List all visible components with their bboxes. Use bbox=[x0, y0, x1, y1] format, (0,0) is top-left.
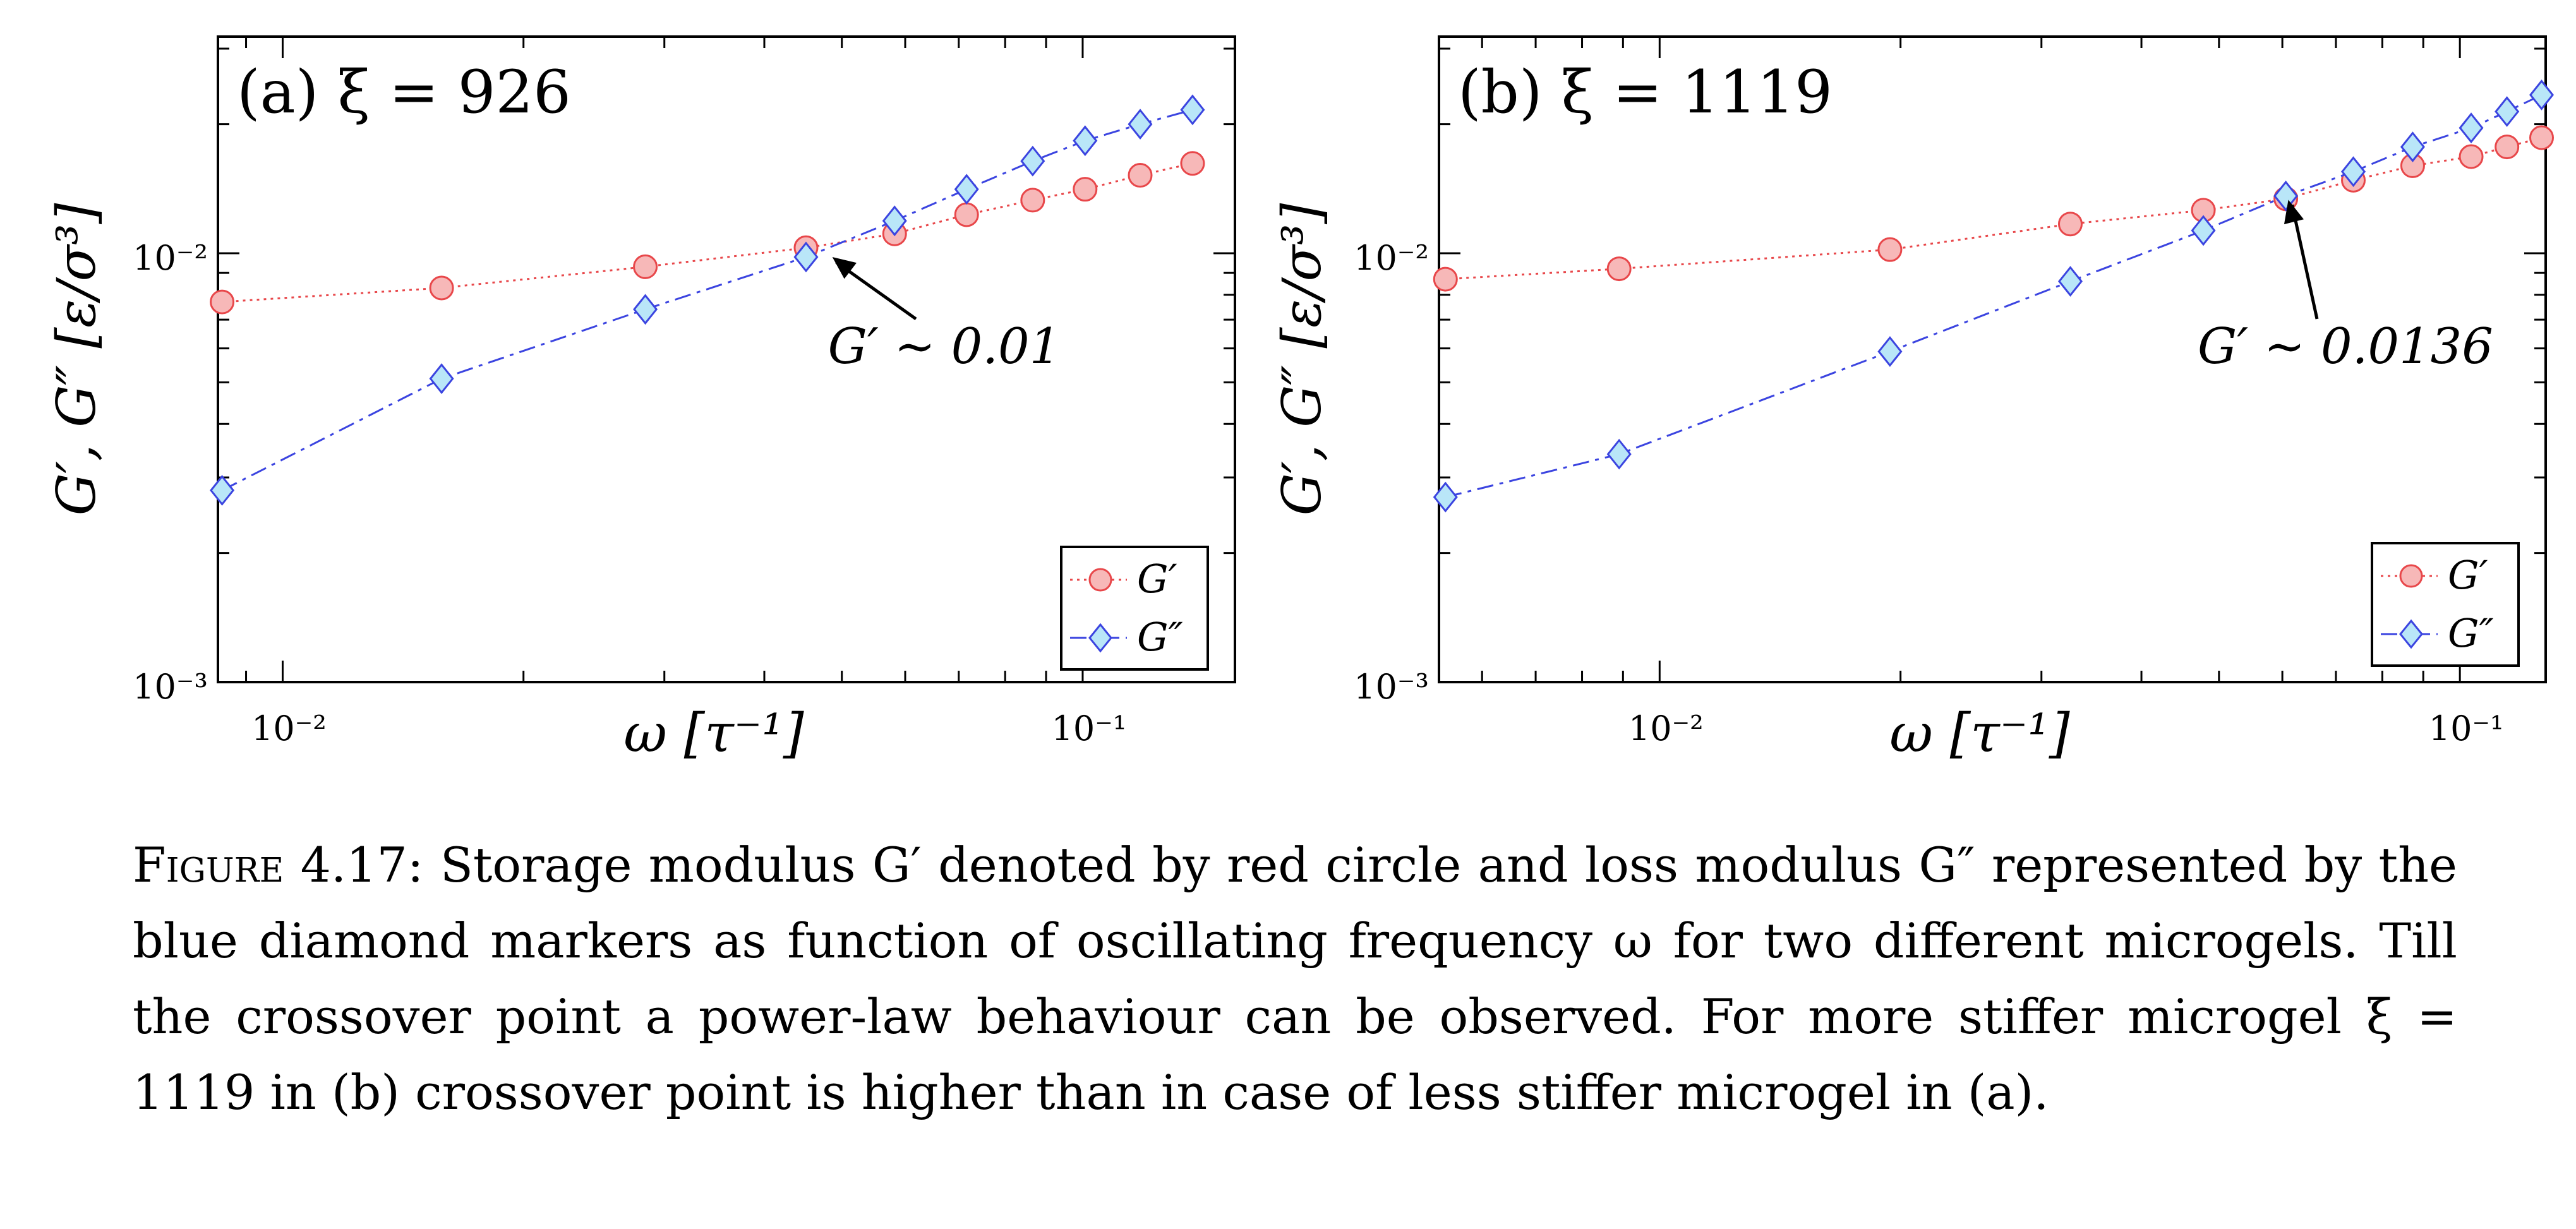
data-point bbox=[1020, 145, 1045, 177]
axes-frame bbox=[217, 35, 1236, 683]
legend-marker bbox=[1088, 623, 1112, 653]
data-point bbox=[2057, 266, 2083, 297]
panel-title: (b) ξ = 1119 bbox=[1458, 58, 1833, 127]
x-tick-label: 10⁻¹ bbox=[1052, 709, 1127, 748]
data-point bbox=[210, 474, 235, 506]
data-point bbox=[429, 275, 454, 301]
data-point bbox=[1433, 267, 1458, 292]
annotation-arrowhead bbox=[832, 256, 857, 279]
legend-marker bbox=[1088, 568, 1112, 592]
series-g-double-prime bbox=[210, 94, 1205, 506]
data-point bbox=[2529, 125, 2555, 150]
data-point bbox=[2529, 79, 2555, 111]
data-point bbox=[2341, 156, 2366, 188]
y-tick-label: 10⁻² bbox=[133, 238, 208, 278]
data-point bbox=[210, 289, 235, 315]
legend-box bbox=[2371, 542, 2520, 667]
y-tick-label: 10⁻³ bbox=[1354, 667, 1429, 707]
data-point bbox=[2057, 212, 2083, 237]
legend: G′ G″ bbox=[1060, 546, 1209, 671]
caption-text: Storage modulus G′ denoted by red circle… bbox=[133, 837, 2457, 1120]
legend-marker bbox=[2399, 564, 2423, 588]
annotation-arrowhead bbox=[2284, 200, 2304, 225]
annotation-label: G′ ∼ 0.01 bbox=[828, 318, 1061, 375]
data-point bbox=[2191, 215, 2216, 246]
x-axis-label: ω [τ⁻¹] bbox=[623, 702, 803, 764]
series-g-double-prime bbox=[1433, 79, 2555, 513]
series-line bbox=[1445, 93, 2543, 498]
annotation-label: G′ ∼ 0.0136 bbox=[2198, 318, 2493, 375]
data-point bbox=[954, 174, 979, 205]
data-point bbox=[2459, 144, 2484, 169]
legend-label: G″ bbox=[1137, 614, 1183, 660]
y-tick-label: 10⁻³ bbox=[133, 667, 208, 707]
data-point bbox=[633, 254, 658, 279]
data-point bbox=[1020, 188, 1045, 213]
data-point bbox=[429, 363, 454, 394]
legend: G′ G″ bbox=[2371, 542, 2520, 667]
figure-caption: Figure 4.17: Storage modulus G′ denoted … bbox=[133, 827, 2457, 1130]
data-point bbox=[1606, 438, 1632, 470]
data-point bbox=[2273, 180, 2299, 212]
data-point bbox=[1877, 237, 1903, 262]
figure: 10⁻² 10⁻¹ 10⁻³ 10⁻² ω [τ⁻¹] G′, G″ [ε/σ³] (a) … bbox=[45, 35, 2555, 764]
legend-label: G′ bbox=[2448, 552, 2488, 598]
series-g-prime bbox=[1433, 125, 2555, 292]
data-point bbox=[1073, 125, 1098, 157]
data-point bbox=[1180, 151, 1205, 176]
panel-title: (a) ξ = 926 bbox=[237, 58, 571, 127]
chart-panel-a: 10⁻² 10⁻¹ 10⁻³ 10⁻² ω [τ⁻¹] G′, G″ [ε/σ³] (a) … bbox=[45, 35, 1236, 764]
data-point bbox=[882, 205, 907, 237]
data-point bbox=[1128, 109, 1153, 140]
data-point bbox=[2400, 131, 2425, 163]
annotation-arrow bbox=[2290, 204, 2319, 320]
y-axis-label: G′, G″ [ε/σ³] bbox=[45, 203, 107, 515]
chart-panel-b: 10⁻² 10⁻¹ 10⁻³ 10⁻² ω [τ⁻¹] G′, G″ [ε/σ³] (b) … bbox=[1271, 35, 2555, 764]
data-point bbox=[1606, 256, 1632, 282]
x-axis-label: ω [τ⁻¹] bbox=[1889, 702, 2069, 764]
x-tick-label: 10⁻² bbox=[1628, 709, 1704, 748]
series-line bbox=[222, 162, 1193, 303]
series-line bbox=[221, 109, 1193, 491]
series-line bbox=[1445, 136, 2542, 280]
y-axis-label: G′, G″ [ε/σ³] bbox=[1271, 203, 1333, 515]
data-point bbox=[633, 294, 658, 325]
data-point bbox=[1433, 481, 1458, 513]
data-point bbox=[2495, 96, 2520, 128]
legend-marker bbox=[2399, 619, 2423, 649]
data-point bbox=[1073, 177, 1098, 202]
axes-frame bbox=[1438, 35, 2547, 683]
data-point bbox=[1877, 336, 1903, 367]
x-tick-label: 10⁻¹ bbox=[2429, 709, 2504, 748]
legend-box bbox=[1060, 546, 1209, 671]
legend-label: G′ bbox=[1137, 556, 1177, 602]
data-point bbox=[2459, 112, 2484, 143]
data-point bbox=[954, 202, 979, 227]
legend-label: G″ bbox=[2448, 610, 2494, 656]
data-point bbox=[793, 241, 819, 273]
caption-label: Figure 4.17: bbox=[133, 837, 424, 893]
data-point bbox=[1128, 163, 1153, 188]
data-point bbox=[2495, 135, 2520, 160]
data-point bbox=[1180, 94, 1205, 126]
x-tick-label: 10⁻² bbox=[251, 709, 327, 748]
y-tick-label: 10⁻² bbox=[1354, 238, 1429, 278]
